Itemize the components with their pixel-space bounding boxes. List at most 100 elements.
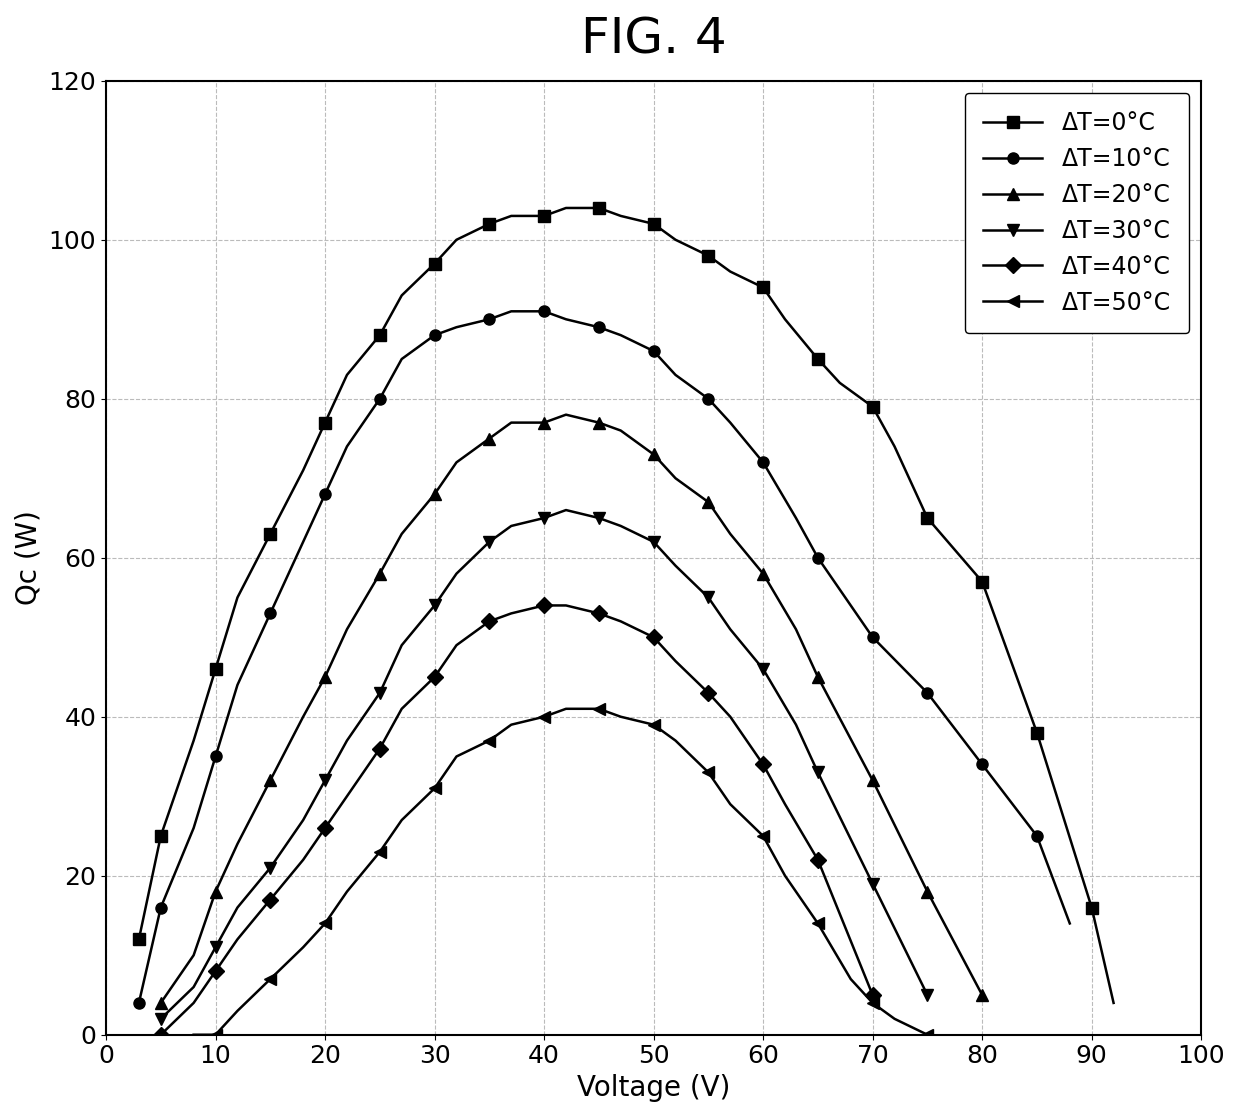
Legend: ΔT=0°C, ΔT=10°C, ΔT=20°C, ΔT=30°C, ΔT=40°C, ΔT=50°C: ΔT=0°C, ΔT=10°C, ΔT=20°C, ΔT=30°C, ΔT=40… bbox=[965, 93, 1189, 333]
Line: ΔT=50°C: ΔT=50°C bbox=[210, 704, 932, 1040]
Line: ΔT=0°C: ΔT=0°C bbox=[134, 202, 1097, 945]
ΔT=50°C bbox=[317, 917, 332, 930]
ΔT=10°C bbox=[866, 630, 880, 643]
ΔT=50°C bbox=[482, 734, 497, 747]
ΔT=0°C bbox=[646, 217, 661, 230]
ΔT=40°C bbox=[263, 892, 278, 906]
ΔT=0°C bbox=[263, 527, 278, 541]
ΔT=30°C bbox=[591, 512, 606, 525]
ΔT=30°C bbox=[154, 1012, 169, 1025]
ΔT=0°C bbox=[1029, 726, 1044, 739]
ΔT=0°C bbox=[701, 249, 715, 262]
ΔT=10°C bbox=[591, 321, 606, 334]
ΔT=20°C bbox=[427, 487, 441, 500]
Line: ΔT=40°C: ΔT=40°C bbox=[155, 600, 878, 1040]
ΔT=10°C bbox=[317, 487, 332, 500]
ΔT=0°C bbox=[866, 400, 880, 413]
ΔT=20°C bbox=[372, 567, 387, 581]
ΔT=30°C bbox=[755, 662, 770, 676]
ΔT=0°C bbox=[154, 829, 169, 842]
ΔT=30°C bbox=[646, 535, 661, 548]
ΔT=0°C bbox=[537, 209, 552, 222]
ΔT=10°C bbox=[482, 313, 497, 326]
ΔT=40°C bbox=[372, 742, 387, 755]
ΔT=10°C bbox=[811, 551, 826, 564]
ΔT=0°C bbox=[975, 575, 990, 589]
ΔT=20°C bbox=[866, 774, 880, 787]
ΔT=20°C bbox=[263, 774, 278, 787]
ΔT=30°C bbox=[317, 774, 332, 787]
ΔT=10°C bbox=[701, 392, 715, 405]
ΔT=40°C bbox=[755, 757, 770, 771]
ΔT=30°C bbox=[866, 877, 880, 890]
Y-axis label: Qc (W): Qc (W) bbox=[15, 510, 43, 605]
ΔT=0°C bbox=[482, 217, 497, 230]
ΔT=30°C bbox=[701, 591, 715, 604]
ΔT=20°C bbox=[975, 989, 990, 1002]
ΔT=10°C bbox=[646, 344, 661, 357]
ΔT=50°C bbox=[866, 996, 880, 1010]
ΔT=30°C bbox=[811, 765, 826, 779]
ΔT=10°C bbox=[131, 996, 146, 1010]
ΔT=20°C bbox=[482, 432, 497, 446]
ΔT=0°C bbox=[755, 280, 770, 294]
Title: FIG. 4: FIG. 4 bbox=[580, 15, 727, 63]
ΔT=0°C bbox=[591, 201, 606, 214]
ΔT=20°C bbox=[920, 885, 935, 898]
ΔT=20°C bbox=[154, 996, 169, 1010]
X-axis label: Voltage (V): Voltage (V) bbox=[577, 1075, 730, 1102]
ΔT=0°C bbox=[811, 352, 826, 365]
ΔT=10°C bbox=[975, 757, 990, 771]
ΔT=20°C bbox=[537, 416, 552, 429]
ΔT=40°C bbox=[427, 670, 441, 684]
ΔT=20°C bbox=[811, 670, 826, 684]
Line: ΔT=20°C: ΔT=20°C bbox=[155, 417, 988, 1009]
ΔT=50°C bbox=[755, 829, 770, 842]
ΔT=0°C bbox=[920, 512, 935, 525]
ΔT=40°C bbox=[866, 989, 880, 1002]
ΔT=30°C bbox=[482, 535, 497, 548]
ΔT=40°C bbox=[154, 1028, 169, 1041]
Line: ΔT=30°C: ΔT=30°C bbox=[155, 513, 932, 1024]
ΔT=10°C bbox=[537, 305, 552, 318]
ΔT=10°C bbox=[1029, 829, 1044, 842]
ΔT=30°C bbox=[537, 512, 552, 525]
ΔT=40°C bbox=[811, 853, 826, 867]
ΔT=10°C bbox=[920, 686, 935, 699]
Line: ΔT=10°C: ΔT=10°C bbox=[134, 306, 1043, 1009]
ΔT=30°C bbox=[372, 686, 387, 699]
ΔT=20°C bbox=[317, 670, 332, 684]
ΔT=20°C bbox=[755, 567, 770, 581]
ΔT=0°C bbox=[372, 328, 387, 342]
ΔT=50°C bbox=[208, 1028, 223, 1041]
ΔT=10°C bbox=[372, 392, 387, 405]
ΔT=20°C bbox=[208, 885, 223, 898]
ΔT=50°C bbox=[372, 846, 387, 859]
ΔT=50°C bbox=[537, 710, 552, 724]
ΔT=40°C bbox=[646, 630, 661, 643]
ΔT=10°C bbox=[427, 328, 441, 342]
ΔT=0°C bbox=[427, 257, 441, 270]
ΔT=50°C bbox=[591, 703, 606, 716]
ΔT=10°C bbox=[154, 900, 169, 914]
ΔT=30°C bbox=[208, 941, 223, 954]
ΔT=10°C bbox=[263, 607, 278, 620]
ΔT=30°C bbox=[263, 861, 278, 875]
ΔT=50°C bbox=[920, 1028, 935, 1041]
ΔT=20°C bbox=[646, 448, 661, 461]
ΔT=50°C bbox=[263, 973, 278, 986]
ΔT=0°C bbox=[317, 416, 332, 429]
ΔT=20°C bbox=[701, 496, 715, 509]
ΔT=40°C bbox=[208, 964, 223, 977]
ΔT=20°C bbox=[591, 416, 606, 429]
ΔT=0°C bbox=[131, 933, 146, 946]
ΔT=30°C bbox=[427, 599, 441, 612]
ΔT=50°C bbox=[811, 917, 826, 930]
ΔT=40°C bbox=[701, 686, 715, 699]
ΔT=10°C bbox=[755, 456, 770, 469]
ΔT=40°C bbox=[482, 614, 497, 628]
ΔT=50°C bbox=[701, 765, 715, 779]
ΔT=50°C bbox=[427, 782, 441, 795]
ΔT=50°C bbox=[646, 718, 661, 732]
ΔT=40°C bbox=[591, 607, 606, 620]
